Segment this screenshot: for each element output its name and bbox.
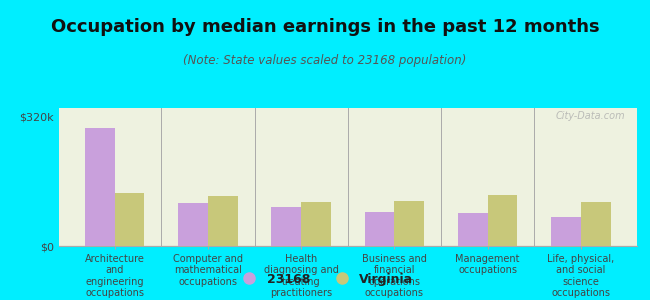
Bar bbox=[301, 202, 331, 246]
Bar bbox=[208, 196, 238, 246]
Bar bbox=[395, 200, 424, 246]
Bar bbox=[84, 128, 114, 246]
Bar bbox=[551, 217, 581, 246]
Bar bbox=[114, 193, 144, 246]
Legend: 23168, Virginia: 23168, Virginia bbox=[232, 268, 418, 291]
Text: Occupation by median earnings in the past 12 months: Occupation by median earnings in the pas… bbox=[51, 18, 599, 36]
Bar bbox=[365, 212, 395, 246]
Bar bbox=[458, 213, 488, 246]
Bar bbox=[178, 202, 208, 246]
Text: (Note: State values scaled to 23168 population): (Note: State values scaled to 23168 popu… bbox=[183, 54, 467, 67]
Bar bbox=[271, 207, 301, 246]
Bar bbox=[581, 202, 611, 246]
Bar bbox=[488, 195, 517, 246]
Text: City-Data.com: City-Data.com bbox=[556, 111, 625, 121]
